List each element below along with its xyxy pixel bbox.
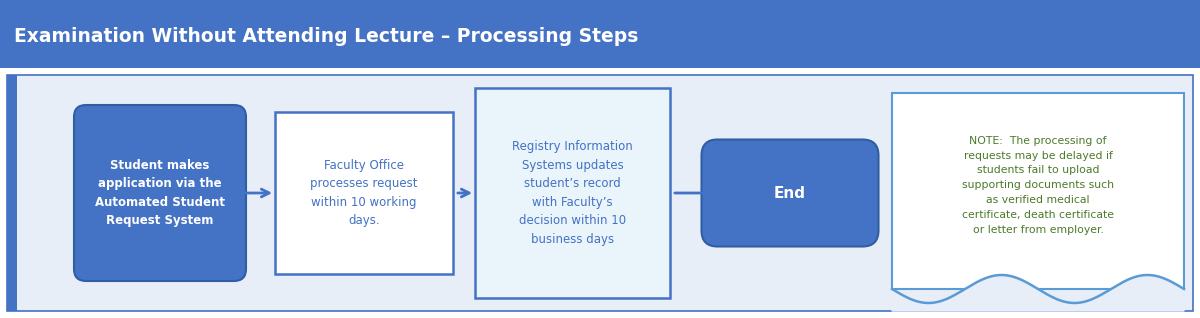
Text: Student makes
application via the
Automated Student
Request System: Student makes application via the Automa… [95,159,226,227]
Text: End: End [774,185,806,201]
FancyBboxPatch shape [74,105,246,281]
FancyBboxPatch shape [7,75,17,311]
Text: NOTE:  The processing of
requests may be delayed if
students fail to upload
supp: NOTE: The processing of requests may be … [962,136,1114,234]
FancyBboxPatch shape [275,112,454,274]
Text: Faculty Office
processes request
within 10 working
days.: Faculty Office processes request within … [311,159,418,227]
FancyBboxPatch shape [702,140,878,246]
FancyBboxPatch shape [892,93,1184,289]
Text: Examination Without Attending Lecture – Processing Steps: Examination Without Attending Lecture – … [14,26,638,45]
FancyBboxPatch shape [0,0,1200,68]
Polygon shape [892,275,1184,311]
FancyBboxPatch shape [7,75,1193,311]
Text: Registry Information
Systems updates
student’s record
with Faculty’s
decision wi: Registry Information Systems updates stu… [512,140,632,246]
FancyBboxPatch shape [475,88,670,298]
